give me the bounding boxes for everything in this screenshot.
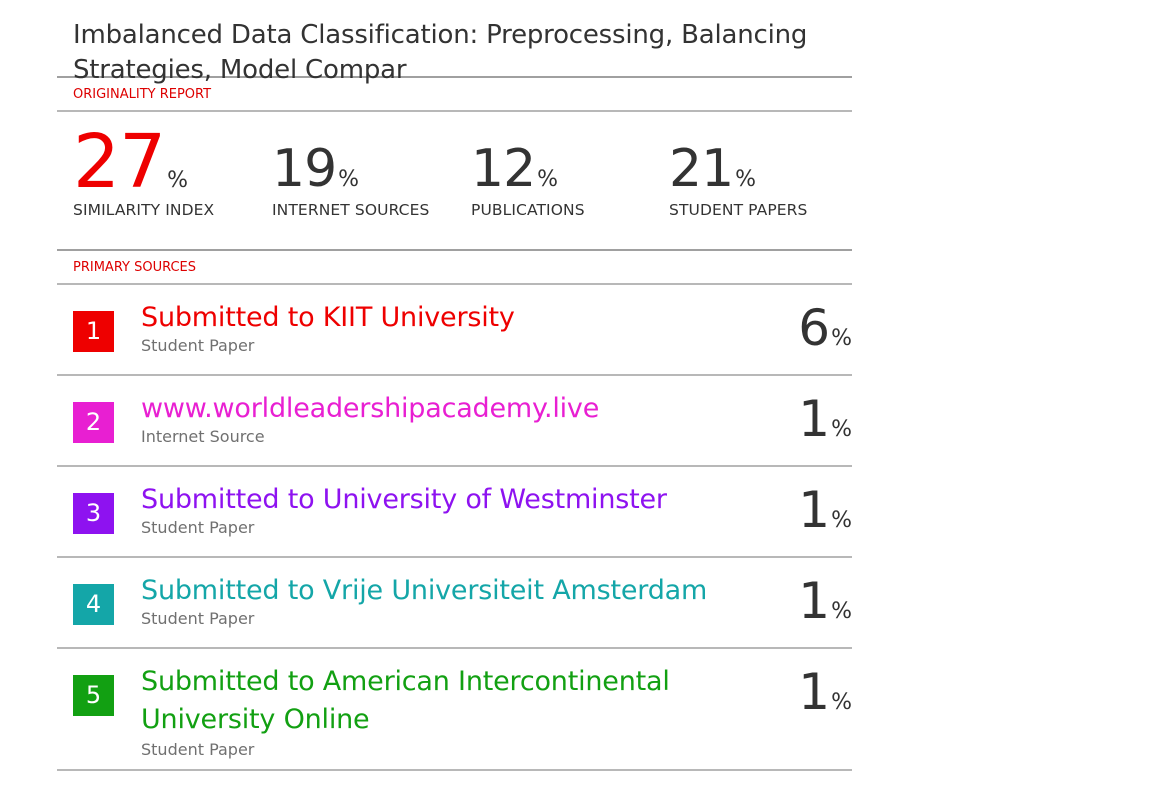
source-title[interactable]: www.worldleadershipacademy.live <box>141 393 600 424</box>
source-rank-badge: 2 <box>73 402 114 443</box>
document-title: Imbalanced Data Classification: Preproce… <box>73 20 808 85</box>
stat-caption: SIMILARITY INDEX <box>73 201 215 219</box>
stat-caption: STUDENT PAPERS <box>669 201 808 219</box>
stat-value: 27 <box>73 119 166 205</box>
divider <box>57 249 852 251</box>
source-percent-value: 6 <box>798 299 831 357</box>
source-row[interactable]: 5 Submitted to American Intercontinental… <box>57 649 852 771</box>
divider <box>57 110 852 112</box>
source-type: Student Paper <box>141 518 255 537</box>
source-percent-unit: % <box>831 417 852 442</box>
source-row[interactable]: 3 Submitted to University of Westminster… <box>57 467 852 558</box>
source-percent-unit: % <box>831 326 852 351</box>
similarity-stats: 27% SIMILARITY INDEX 19% INTERNET SOURCE… <box>57 112 852 249</box>
stat-caption: INTERNET SOURCES <box>272 201 430 219</box>
stat-unit: % <box>735 167 757 192</box>
source-percent: 1% <box>798 572 852 630</box>
source-percent: 6% <box>798 299 852 357</box>
source-title[interactable]: Submitted to Vrije Universiteit Amsterda… <box>141 575 708 606</box>
source-row[interactable]: 1 Submitted to KIIT University Student P… <box>57 285 852 376</box>
source-rank-badge: 1 <box>73 311 114 352</box>
source-percent-unit: % <box>831 690 852 715</box>
stat-unit: % <box>338 167 360 192</box>
source-type: Student Paper <box>141 740 255 759</box>
source-title[interactable]: Submitted to University of Westminster <box>141 484 667 515</box>
source-percent: 1% <box>798 663 852 721</box>
originality-report: Imbalanced Data Classification: Preproce… <box>57 0 852 771</box>
source-percent: 1% <box>798 390 852 448</box>
stat-unit: % <box>167 168 189 193</box>
sources-list: 1 Submitted to KIIT University Student P… <box>57 285 852 771</box>
originality-report-label: ORIGINALITY REPORT <box>73 87 212 102</box>
source-title[interactable]: Submitted to KIIT University <box>141 302 515 333</box>
stat-value: 21 <box>669 139 734 199</box>
divider <box>57 283 852 285</box>
source-percent-value: 1 <box>798 390 831 448</box>
stat-value: 12 <box>471 139 536 199</box>
source-type: Internet Source <box>141 427 265 446</box>
source-row[interactable]: 2 www.worldleadershipacademy.live Intern… <box>57 376 852 467</box>
stat-caption: PUBLICATIONS <box>471 201 585 219</box>
stat-value: 19 <box>272 139 337 199</box>
source-percent-value: 1 <box>798 663 831 721</box>
source-rank-badge: 4 <box>73 584 114 625</box>
stat-unit: % <box>537 167 559 192</box>
source-percent-value: 1 <box>798 572 831 630</box>
source-percent: 1% <box>798 481 852 539</box>
primary-sources-label: PRIMARY SOURCES <box>73 260 197 275</box>
source-percent-value: 1 <box>798 481 831 539</box>
source-type: Student Paper <box>141 609 255 628</box>
source-title[interactable]: Submitted to American Intercontinental U… <box>141 666 670 735</box>
source-type: Student Paper <box>141 336 255 355</box>
source-percent-unit: % <box>831 599 852 624</box>
source-rank-badge: 5 <box>73 675 114 716</box>
divider <box>57 76 852 78</box>
source-row[interactable]: 4 Submitted to Vrije Universiteit Amster… <box>57 558 852 649</box>
source-rank-badge: 3 <box>73 493 114 534</box>
source-percent-unit: % <box>831 508 852 533</box>
